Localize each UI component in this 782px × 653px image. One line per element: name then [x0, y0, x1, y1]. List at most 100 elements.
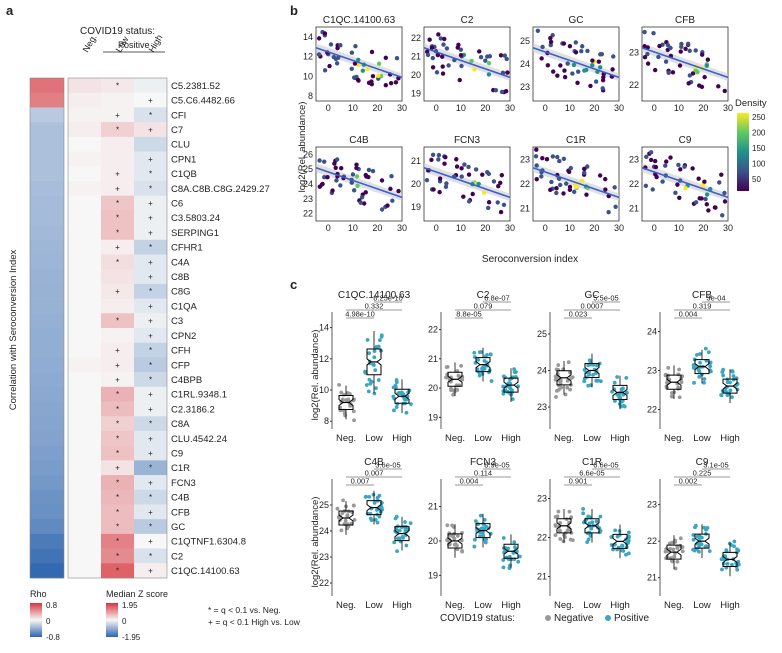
- zscore-cell: [134, 313, 167, 329]
- sig-marker: +: [115, 170, 120, 179]
- box-point: [728, 380, 732, 385]
- x-tick-label: 20: [480, 223, 490, 233]
- rho-legend-bar: [30, 603, 42, 637]
- box-point: [691, 537, 696, 542]
- box-point: [692, 380, 696, 385]
- box-point: [371, 362, 376, 367]
- box-x-label: High: [392, 433, 412, 444]
- notched-box: [366, 348, 382, 376]
- scatter-point: [444, 46, 450, 51]
- box-point: [371, 492, 376, 497]
- sig-marker: *: [116, 214, 119, 223]
- zscore-cell: [68, 548, 101, 564]
- x-tick-label: 30: [614, 103, 624, 113]
- box-point: [460, 549, 465, 554]
- footnote: * = q < 0.1 vs. Neg.: [208, 605, 281, 615]
- scatter-point: [438, 36, 443, 41]
- box-point: [624, 375, 629, 380]
- heatmap-row-label: C8A.C8B.C8G.2429.27: [171, 184, 270, 195]
- scatter-point: [678, 167, 683, 172]
- scatter-point: [558, 182, 563, 188]
- rho-cell: [30, 416, 64, 432]
- pvalue-label: 6.6e-05: [593, 461, 618, 470]
- scatter-point: [427, 37, 432, 42]
- heatmap-row-label: C1QB: [171, 169, 197, 180]
- scatter-point: [545, 63, 551, 68]
- box-title: C1R: [582, 457, 602, 468]
- density-tick: 50: [752, 175, 761, 184]
- box-point: [373, 368, 378, 373]
- scatter-point: [679, 41, 684, 47]
- box-point: [513, 545, 517, 550]
- box-point: [707, 549, 712, 553]
- box-point: [617, 529, 622, 533]
- sig-marker: +: [148, 228, 153, 237]
- box-point: [395, 549, 399, 554]
- box-point: [489, 379, 494, 383]
- scatter-point: [503, 88, 509, 94]
- box-point: [451, 534, 456, 539]
- rho-cell: [30, 298, 64, 314]
- y-tick-label: 24: [319, 526, 329, 536]
- density-tick: 250: [752, 113, 766, 122]
- box-point: [456, 373, 461, 378]
- box-point: [697, 549, 701, 554]
- zscore-cell: [134, 401, 167, 417]
- zscore-cell: [101, 475, 134, 491]
- scatter-point: [321, 159, 327, 164]
- zscore-cell: [134, 416, 167, 432]
- rho-cell: [30, 166, 64, 182]
- trend-line: [423, 46, 511, 79]
- zscore-cell: [68, 180, 101, 196]
- box-point: [474, 519, 478, 524]
- sig-marker: *: [149, 287, 152, 296]
- zscore-cell: [134, 548, 167, 564]
- zscore-cell: [68, 225, 101, 241]
- sig-marker: *: [116, 434, 119, 443]
- scatter-point: [470, 191, 475, 197]
- box-point: [626, 530, 631, 535]
- scatter-point: [561, 156, 567, 161]
- box-point: [392, 540, 397, 545]
- y-tick-label: 20: [411, 179, 421, 189]
- box-point: [372, 500, 377, 505]
- sig-marker: *: [116, 228, 119, 237]
- scatter-point: [330, 188, 335, 193]
- scatter-point: [555, 73, 560, 78]
- box-point: [368, 381, 373, 386]
- scatter-point: [338, 43, 343, 48]
- heatmap-row-label: C2.3186.2: [171, 404, 215, 415]
- scatter-point: [656, 54, 661, 60]
- rho-cell: [30, 475, 64, 491]
- scatter-point: [354, 165, 359, 171]
- scatter-point: [316, 52, 322, 57]
- box-point: [555, 514, 560, 519]
- box-point: [558, 529, 562, 533]
- scatter-point: [430, 65, 436, 70]
- heatmap-row-label: C4A: [171, 257, 190, 268]
- box-x-label: Low: [583, 600, 601, 611]
- scatter-point: [643, 183, 649, 188]
- scatter-point: [443, 184, 449, 189]
- box-point: [708, 360, 713, 365]
- x-tick-label: 0: [434, 223, 439, 233]
- scatter-point: [434, 70, 440, 75]
- sig-marker: *: [116, 81, 119, 90]
- box-point: [397, 391, 401, 395]
- rho-cell: [30, 210, 64, 226]
- scatter-point: [548, 39, 554, 45]
- scatter-point: [483, 58, 488, 63]
- box-point: [695, 352, 699, 357]
- y-tick-label: 8: [308, 91, 313, 101]
- rho-cell: [30, 122, 64, 138]
- box-point: [401, 394, 406, 399]
- box-point: [517, 554, 522, 559]
- box-point: [484, 524, 489, 529]
- scatter-point: [645, 61, 651, 66]
- pvalue-label: 3.6e-05: [375, 461, 400, 470]
- box-point: [568, 387, 572, 392]
- heatmap-row-label: CPN1: [171, 154, 196, 165]
- pvalue-label: 0.004: [460, 477, 479, 486]
- box-y-label-top: log2(Rel. abundance): [310, 330, 321, 421]
